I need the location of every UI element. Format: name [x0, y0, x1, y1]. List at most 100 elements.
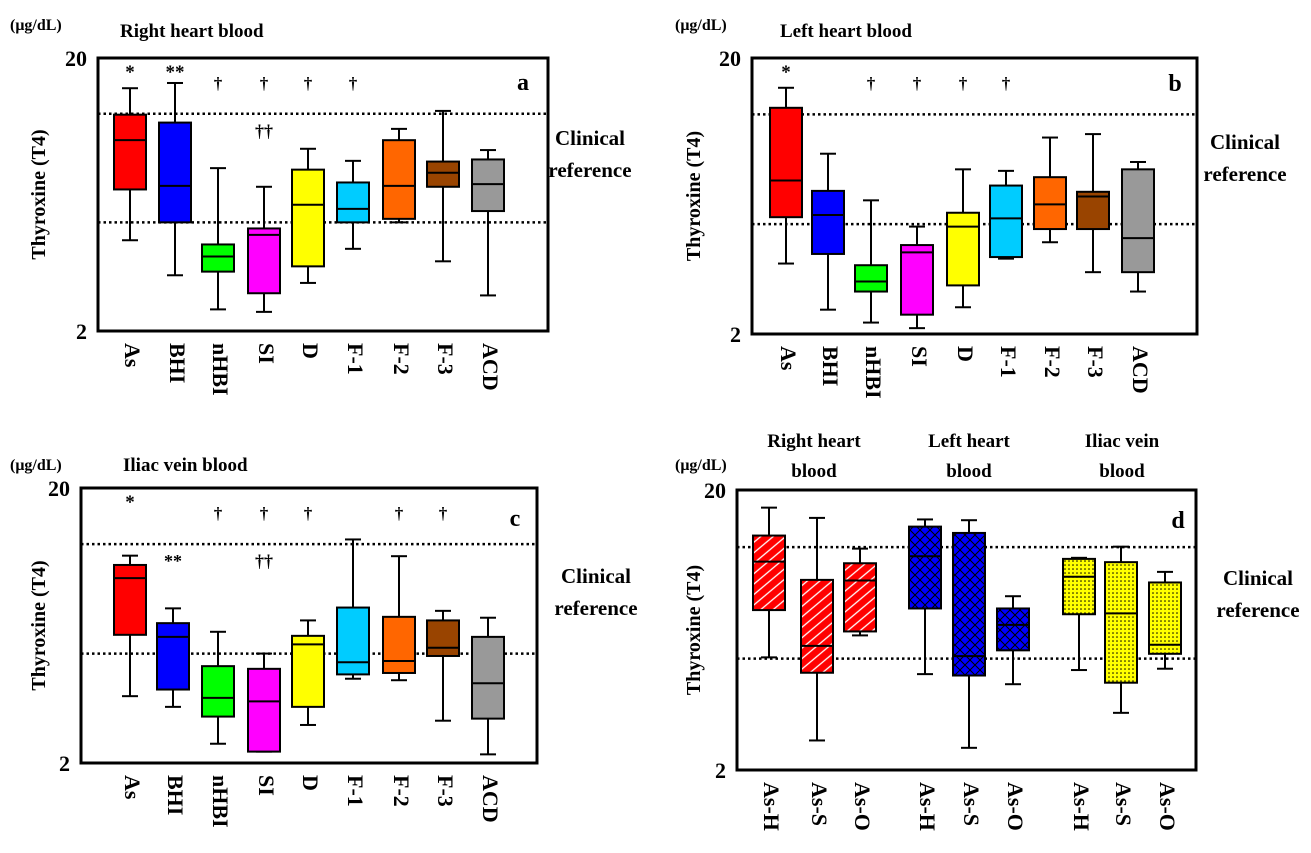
- box-iqr: [1122, 169, 1154, 272]
- panel-title: Iliac vein blood: [123, 455, 248, 476]
- box-iqr: [383, 140, 415, 219]
- box-iqr: [248, 228, 280, 293]
- y-tick-label-max: 20: [719, 46, 741, 71]
- x-tick-label: As-S: [1111, 782, 1136, 826]
- box-iqr: [472, 159, 504, 211]
- box-as-s: As-S: [953, 520, 985, 826]
- box-iqr: [292, 636, 324, 707]
- unit-label: (μg/dL): [10, 17, 62, 34]
- significance-mark: †: [867, 74, 876, 93]
- unit-label: (μg/dL): [10, 457, 62, 474]
- x-tick-label: As-O: [1155, 782, 1180, 831]
- x-tick-label: As-H: [759, 782, 784, 831]
- reference-label-line2: reference: [554, 596, 637, 620]
- box-nhbi: nHBI †: [855, 74, 887, 399]
- significance-mark-secondary: **: [164, 551, 182, 571]
- box-iqr: [855, 265, 887, 291]
- box-iqr: [990, 186, 1022, 258]
- x-tick-label: As: [120, 343, 145, 368]
- x-tick-label: F-2: [389, 343, 414, 375]
- box-nhbi: nHBI †: [202, 74, 234, 396]
- significance-mark-secondary: ††: [255, 551, 273, 571]
- x-tick-label: F-3: [1083, 346, 1108, 378]
- box-iqr: [812, 191, 844, 254]
- x-tick-label: F-2: [389, 775, 414, 807]
- box-acd: ACD: [472, 150, 504, 391]
- box-as-h: As-H: [909, 519, 941, 830]
- unit-label: (μg/dL): [675, 17, 727, 34]
- x-tick-label: F-2: [1040, 346, 1065, 378]
- y-axis-label: Thyroxine (T4): [28, 129, 50, 259]
- significance-mark-secondary: ††: [255, 121, 273, 141]
- box-iqr: [770, 108, 802, 217]
- box-acd: ACD: [472, 618, 504, 823]
- box-as-s: As-S: [1105, 547, 1137, 826]
- box-d: D†: [292, 74, 324, 359]
- significance-mark: †: [1002, 74, 1011, 93]
- significance-mark: *: [781, 62, 791, 83]
- box-iqr: [909, 527, 941, 609]
- box-as-s: As-S: [801, 518, 833, 826]
- box-iqr: [844, 563, 876, 631]
- x-tick-label: ACD: [478, 775, 503, 823]
- box-iqr: [997, 608, 1029, 650]
- x-tick-label: nHBI: [208, 775, 233, 828]
- significance-mark: †: [913, 74, 922, 93]
- panel-a: As*BHI**nHBI†SI†††D†F-1†F-2 F-3 ACD220(μg/…: [10, 17, 632, 396]
- reference-label-line2: reference: [1203, 162, 1286, 186]
- y-axis-label: Thyroxine (T4): [28, 560, 50, 690]
- box-bhi: BHI **: [157, 551, 189, 815]
- box-d: D†: [292, 504, 324, 791]
- x-tick-label: nHBI: [861, 346, 886, 399]
- box-f-2: F-2: [383, 129, 415, 375]
- box-iqr: [1149, 582, 1181, 653]
- box-iqr: [427, 620, 459, 656]
- y-tick-label-max: 20: [65, 46, 87, 71]
- group-title-line1: Right heart: [767, 431, 861, 452]
- box-iqr: [202, 244, 234, 271]
- reference-label-line1: Clinical: [1223, 566, 1293, 590]
- significance-mark: *: [125, 62, 135, 83]
- box-acd: ACD: [1122, 162, 1154, 394]
- x-tick-label: As: [120, 775, 145, 800]
- x-tick-label: BHI: [163, 775, 188, 815]
- x-tick-label: F-3: [433, 343, 458, 375]
- x-tick-label: As-H: [1069, 782, 1094, 831]
- panel-b: As*BHI nHBI†SI†D†F-1†F-2 F-3 ACD220(μg/dL)T…: [675, 17, 1287, 399]
- reference-label-line1: Clinical: [561, 564, 631, 588]
- box-as: As *: [114, 62, 146, 368]
- box-iqr: [292, 170, 324, 267]
- box-as-h: As-H: [1063, 558, 1095, 831]
- box-iqr: [801, 580, 833, 673]
- box-iqr: [427, 162, 459, 187]
- panel-c: As*BHI**nHBI†SI†††D†F-1 F-2†F-3†ACD220(μg…: [10, 455, 638, 828]
- y-tick-label-max: 20: [48, 476, 70, 501]
- panel-letter: b: [1168, 71, 1181, 97]
- box-as-o: As-O: [997, 596, 1029, 831]
- panel-letter: d: [1171, 508, 1185, 534]
- box-f-3: F-3†: [427, 504, 459, 807]
- panel-d: As-H As-S As-O As-H As-S As-O As-H As-S As-O 2 20 (…: [675, 431, 1300, 831]
- group-title-line1: Iliac vein: [1085, 431, 1160, 452]
- significance-mark: †: [304, 74, 313, 93]
- x-tick-label: SI: [254, 775, 279, 796]
- x-tick-label: As-H: [915, 782, 940, 831]
- x-tick-label: ACD: [1128, 346, 1153, 394]
- box-iqr: [947, 213, 979, 286]
- reference-label-line2: reference: [548, 158, 631, 182]
- box-iqr: [1105, 562, 1137, 683]
- box-f-1: F-1 †: [990, 74, 1022, 378]
- box-as-o: As-O: [1149, 572, 1181, 831]
- x-tick-label: D: [298, 343, 323, 359]
- y-tick-label-min: 2: [76, 319, 87, 344]
- box-iqr: [901, 245, 933, 315]
- y-axis-label: Thyroxine (T4): [683, 131, 705, 261]
- x-tick-label: As-S: [959, 782, 984, 826]
- reference-label-line1: Clinical: [1210, 130, 1280, 154]
- box-f-1: F-1: [337, 539, 369, 806]
- group-title-line2: blood: [1099, 461, 1145, 482]
- box-as-o: As-O: [844, 549, 876, 831]
- box-d: D†: [947, 74, 979, 362]
- box-iqr: [337, 182, 369, 222]
- x-tick-label: D: [953, 346, 978, 362]
